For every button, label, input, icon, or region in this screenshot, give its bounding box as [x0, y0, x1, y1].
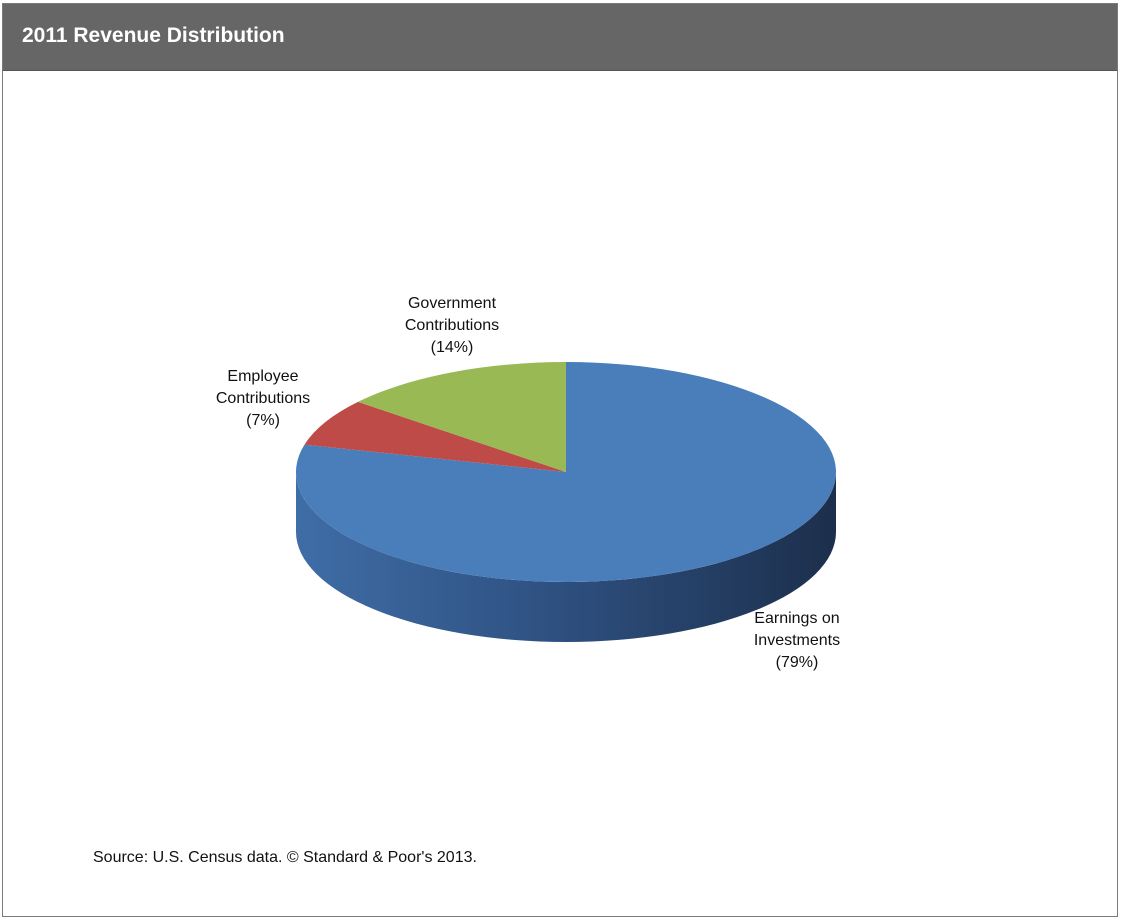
panel-header: 2011 Revenue Distribution	[3, 4, 1117, 71]
pie-side-wall	[296, 472, 836, 642]
slice-label-2: Government Contributions (14%)	[405, 295, 499, 356]
chart-panel: 2011 Revenue Distribution	[2, 3, 1118, 917]
chart-title: 2011 Revenue Distribution	[22, 24, 285, 47]
pie-slice-0	[296, 362, 837, 582]
pie-slice-1	[304, 401, 566, 472]
slice-label-1: Employee Contributions (7%)	[216, 368, 310, 429]
source-note: Source: U.S. Census data. © Standard & P…	[93, 849, 477, 866]
pie-slice-2	[357, 362, 566, 472]
slice-label-0: Earnings on Investments (79%)	[754, 610, 840, 671]
